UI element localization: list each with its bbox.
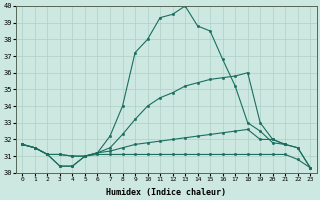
X-axis label: Humidex (Indice chaleur): Humidex (Indice chaleur) [106,188,226,197]
